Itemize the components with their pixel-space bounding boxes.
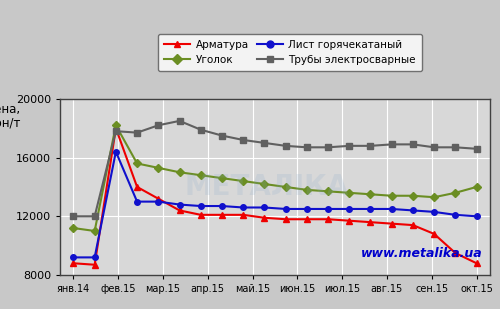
Text: www.metalika.ua: www.metalika.ua xyxy=(361,248,482,260)
Text: МЕТАЛІКА: МЕТАЛІКА xyxy=(184,173,348,201)
Legend: Арматура, Уголок, Лист горячекатаный, Трубы электросварные: Арматура, Уголок, Лист горячекатаный, Тр… xyxy=(158,34,422,71)
Y-axis label: Цена,
грн/т: Цена, грн/т xyxy=(0,102,22,130)
